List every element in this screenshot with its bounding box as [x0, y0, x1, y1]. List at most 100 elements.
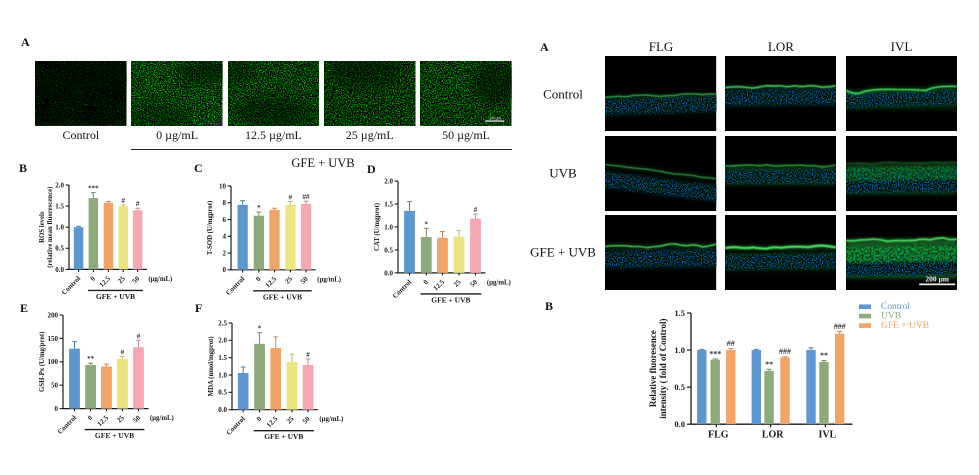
bar-flg-2 [725, 349, 736, 424]
y-tick-label: 200 [47, 311, 58, 319]
bar-f-1 [254, 343, 266, 410]
y-tick-label: 2 [222, 249, 226, 257]
y-tick-label: 1.0 [219, 372, 228, 380]
y-tick-label: 2.0 [219, 337, 228, 345]
nuclei-band [845, 56, 958, 132]
significance-mark: ### [833, 322, 845, 331]
legend-label-0: Control [880, 302, 909, 312]
bar-f-2 [270, 348, 282, 410]
y-tick-label: 2.0 [55, 181, 64, 189]
significance-mark: ### [779, 347, 791, 356]
ros-micrograph-3 [324, 61, 416, 126]
bar-d-0 [403, 210, 415, 273]
bar-b-0 [73, 227, 84, 270]
bar-d-3 [453, 236, 465, 273]
treatment-group-label: GFE + UVB [264, 432, 303, 441]
bar-flg-1 [710, 359, 720, 424]
bar-ivl-0 [805, 349, 816, 424]
x-unit-label: (µg/mL) [487, 279, 511, 286]
y-tick-label: 0 [222, 266, 226, 274]
y-tick-label: 0.5 [384, 246, 393, 254]
panel-label-left-a: A [21, 35, 30, 49]
chart-b: 0.0 0.5 1.0 1.5 2.0 ROS levels (relative mean … [39, 181, 172, 301]
x-tick-label: 12.5 [432, 278, 447, 293]
y-tick-label: 4 [222, 232, 226, 240]
x-tick-label: 0 [86, 413, 94, 421]
y-axis-title: (relative mean fluorescence) [47, 187, 54, 268]
x-tick-label: 50 [131, 274, 142, 285]
bar-d-4 [469, 218, 481, 273]
x-tick-label: 0 [89, 274, 97, 282]
tissue-column-header-flg: FLG [648, 39, 674, 54]
x-tick-label: 0 [422, 278, 430, 286]
ros-scale-bar-text: 200 µm [489, 116, 501, 120]
nuclei-band [605, 214, 717, 290]
tissue-column-header-lor: LOR [767, 39, 794, 54]
ros-scale-bar [485, 120, 505, 122]
y-axis-title: ROS levels [39, 211, 46, 243]
x-tick-label: 12.5 [98, 274, 113, 289]
bar-f-4 [302, 365, 314, 410]
legend-swatch-1 [858, 313, 871, 319]
epidermis-line [605, 93, 717, 98]
y-axis-title: Relative fluoresence [648, 330, 658, 407]
panel-label-f: F [195, 301, 203, 315]
legend-label-1: UVB [880, 311, 900, 321]
y-tick-label: 0.0 [384, 269, 393, 277]
x-tick-label: Control [224, 275, 246, 297]
bar-b-2 [103, 202, 114, 270]
significance-mark: * [424, 220, 428, 228]
y-tick-label: 6 [222, 216, 226, 224]
x-unit-label: (µg/mL) [320, 416, 344, 423]
tissue-micrograph-0 [605, 56, 717, 132]
y-axis-title: MDA (nmol/mgprot) [208, 336, 215, 396]
significance-mark: # [136, 200, 140, 208]
y-tick-label: 0.0 [219, 406, 228, 414]
significance-mark: ## [302, 193, 309, 201]
y-axis-title: T-SOD (U/mgprot) [206, 200, 213, 254]
ros-image-label-3: 25 µg/mL [345, 128, 394, 142]
panel-label-e: E [20, 301, 29, 315]
tissue-row-label-2: GFE + UVB [530, 244, 596, 260]
bar-c-3 [284, 204, 296, 270]
x-tick-label: 50 [131, 413, 142, 424]
panel-label-right-b: B [545, 299, 554, 313]
tissue-row-label-1: UVB [549, 165, 577, 181]
x-tick-label: 25 [452, 278, 463, 289]
x-tick-label: 25 [116, 274, 127, 285]
ros-micrograph-0 [35, 61, 127, 126]
treatment-group-label: GFE + UVB [95, 431, 134, 440]
ros-group-bracket [131, 148, 512, 150]
chart-f: 0.0 0.5 1.0 1.5 2.0 2.5 MDA (nmol/mgprot) Contr… [208, 319, 344, 441]
tissue-micrograph-7 [725, 214, 837, 290]
y-axis-title: CAT (U/mgprot) [374, 203, 381, 251]
tissue-micrograph-6 [605, 214, 717, 290]
x-unit-label: (µg/mL) [317, 276, 341, 283]
y-tick-label: 1.0 [55, 224, 64, 232]
tissue-micrograph-3 [605, 135, 717, 211]
chart-d: 0.0 0.5 1.0 1.5 2.0 CAT (U/mgprot) Control * 0 12… [374, 177, 511, 304]
bar-d-2 [436, 237, 448, 273]
x-tick-label: 25 [285, 415, 296, 426]
ros-micrograph-1 [131, 61, 223, 126]
bar-c-0 [236, 204, 248, 270]
y-tick-label: 2.5 [219, 319, 228, 327]
bar-f-3 [286, 361, 298, 410]
bar-d-1 [420, 237, 432, 273]
panel-label-c: C [194, 161, 203, 175]
treatment-group-label: GFE + UVB [96, 292, 135, 301]
nuclei-band [725, 214, 837, 290]
bar-b-3 [118, 206, 128, 270]
tissue-micrograph-2 [845, 56, 958, 132]
nuclei-band [725, 56, 837, 132]
significance-mark: # [137, 332, 141, 340]
y-tick-label: 0 [54, 405, 58, 413]
ros-group-label: GFE + UVB [291, 155, 355, 170]
x-tick-label: Control [56, 413, 78, 435]
bar-b-4 [132, 210, 143, 270]
bar-e-2 [100, 366, 112, 409]
y-tick-label: 2.0 [384, 177, 393, 185]
bar-ivl-2 [834, 333, 844, 424]
